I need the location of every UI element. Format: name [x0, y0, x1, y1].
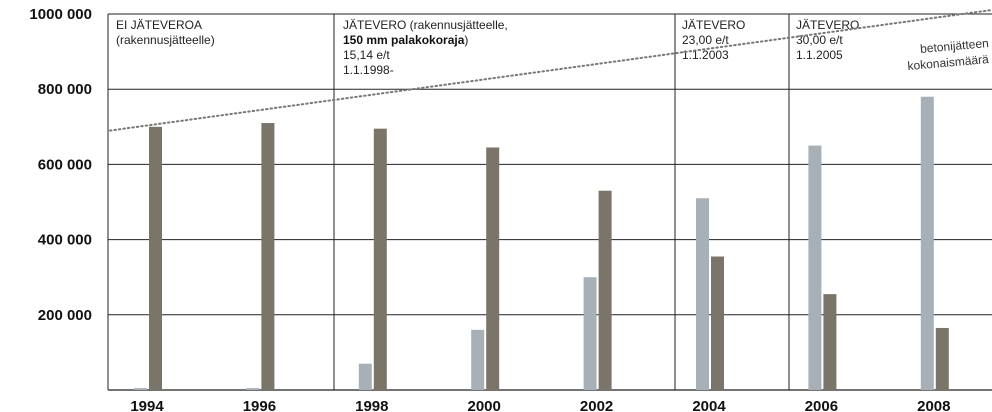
period-line-composite: 150 mm palakokoraja) — [343, 33, 468, 47]
period-line: 1.1.2003 — [682, 48, 729, 62]
period-annotation-2003: JÄTEVERO 23,00 e/t 1.1.2003 — [682, 18, 745, 62]
period-tail-text: ) — [464, 33, 468, 47]
x-tick-label: 2000 — [468, 398, 501, 412]
gridlines — [108, 13, 992, 316]
period-line: (rakennusjätteelle) — [116, 33, 215, 47]
period-bold-text: 150 mm palakokoraja — [343, 33, 465, 47]
y-tick-label: 600 000 — [38, 156, 92, 173]
x-tick-label: 2008 — [917, 398, 950, 412]
bar-series-2-2008 — [935, 327, 949, 390]
trend-label-line: betonijätteen — [920, 36, 990, 56]
period-line: 15,14 e/t — [343, 48, 390, 62]
bar-series-1-1994 — [134, 388, 147, 390]
x-tick-label: 1994 — [130, 398, 164, 412]
bar-series-1-1998 — [358, 363, 372, 390]
y-tick-label: 400 000 — [38, 232, 92, 249]
bar-series-2-1994 — [149, 126, 162, 391]
y-tick-label: 200 000 — [38, 307, 92, 324]
bar-series-2-1998 — [373, 128, 387, 390]
period-line: 1.1.1998- — [343, 63, 394, 77]
bars — [134, 96, 949, 391]
period-annotation-no-tax: EI JÄTEVEROA (rakennusjätteelle) — [116, 18, 215, 47]
bar-series-2-2004 — [711, 256, 724, 390]
bar-series-2-2006 — [823, 294, 837, 390]
period-line: 30,00 e/t — [796, 33, 843, 47]
y-tick-labels: 200 000 400 000 600 000 800 000 1000 000 — [29, 6, 92, 324]
period-annotation-2005: JÄTEVERO 30,00 e/t 1.1.2005 — [796, 18, 859, 62]
period-line: JÄTEVERO — [796, 18, 859, 32]
x-tick-label: 1998 — [355, 398, 388, 412]
bar-series-2-2000 — [486, 147, 500, 390]
x-tick-label: 2004 — [692, 398, 726, 412]
period-line: 23,00 e/t — [682, 33, 729, 47]
bar-series-1-2004 — [696, 198, 709, 390]
period-line: 1.1.2005 — [796, 48, 843, 62]
bar-series-2-1996 — [261, 123, 275, 390]
trend-label: betonijätteen kokonaismäärä — [907, 36, 990, 73]
bar-series-1-2008 — [920, 96, 934, 390]
x-tick-labels: 1994 1996 1998 2000 2002 2004 2006 2008 — [130, 398, 950, 412]
period-line: EI JÄTEVEROA — [116, 18, 202, 32]
y-tick-label: 800 000 — [38, 81, 92, 98]
y-tick-label: 1000 000 — [29, 6, 92, 23]
bar-series-1-2006 — [808, 145, 822, 390]
trend-line — [109, 9, 991, 132]
x-tick-label: 1996 — [243, 398, 276, 412]
bar-series-1-1996 — [246, 388, 260, 390]
x-tick-label: 2006 — [805, 398, 838, 412]
bar-series-1-2000 — [471, 329, 485, 390]
bar-series-2-2002 — [598, 190, 612, 390]
x-tick-label: 2002 — [580, 398, 613, 412]
period-line: JÄTEVERO — [682, 18, 745, 32]
trend-label-line: kokonaismäärä — [907, 52, 990, 73]
period-annotation-1998: JÄTEVERO (rakennusjätteelle, 150 mm pala… — [343, 18, 508, 77]
bar-series-1-2002 — [583, 277, 597, 390]
period-line: JÄTEVERO (rakennusjätteelle, — [343, 18, 508, 32]
